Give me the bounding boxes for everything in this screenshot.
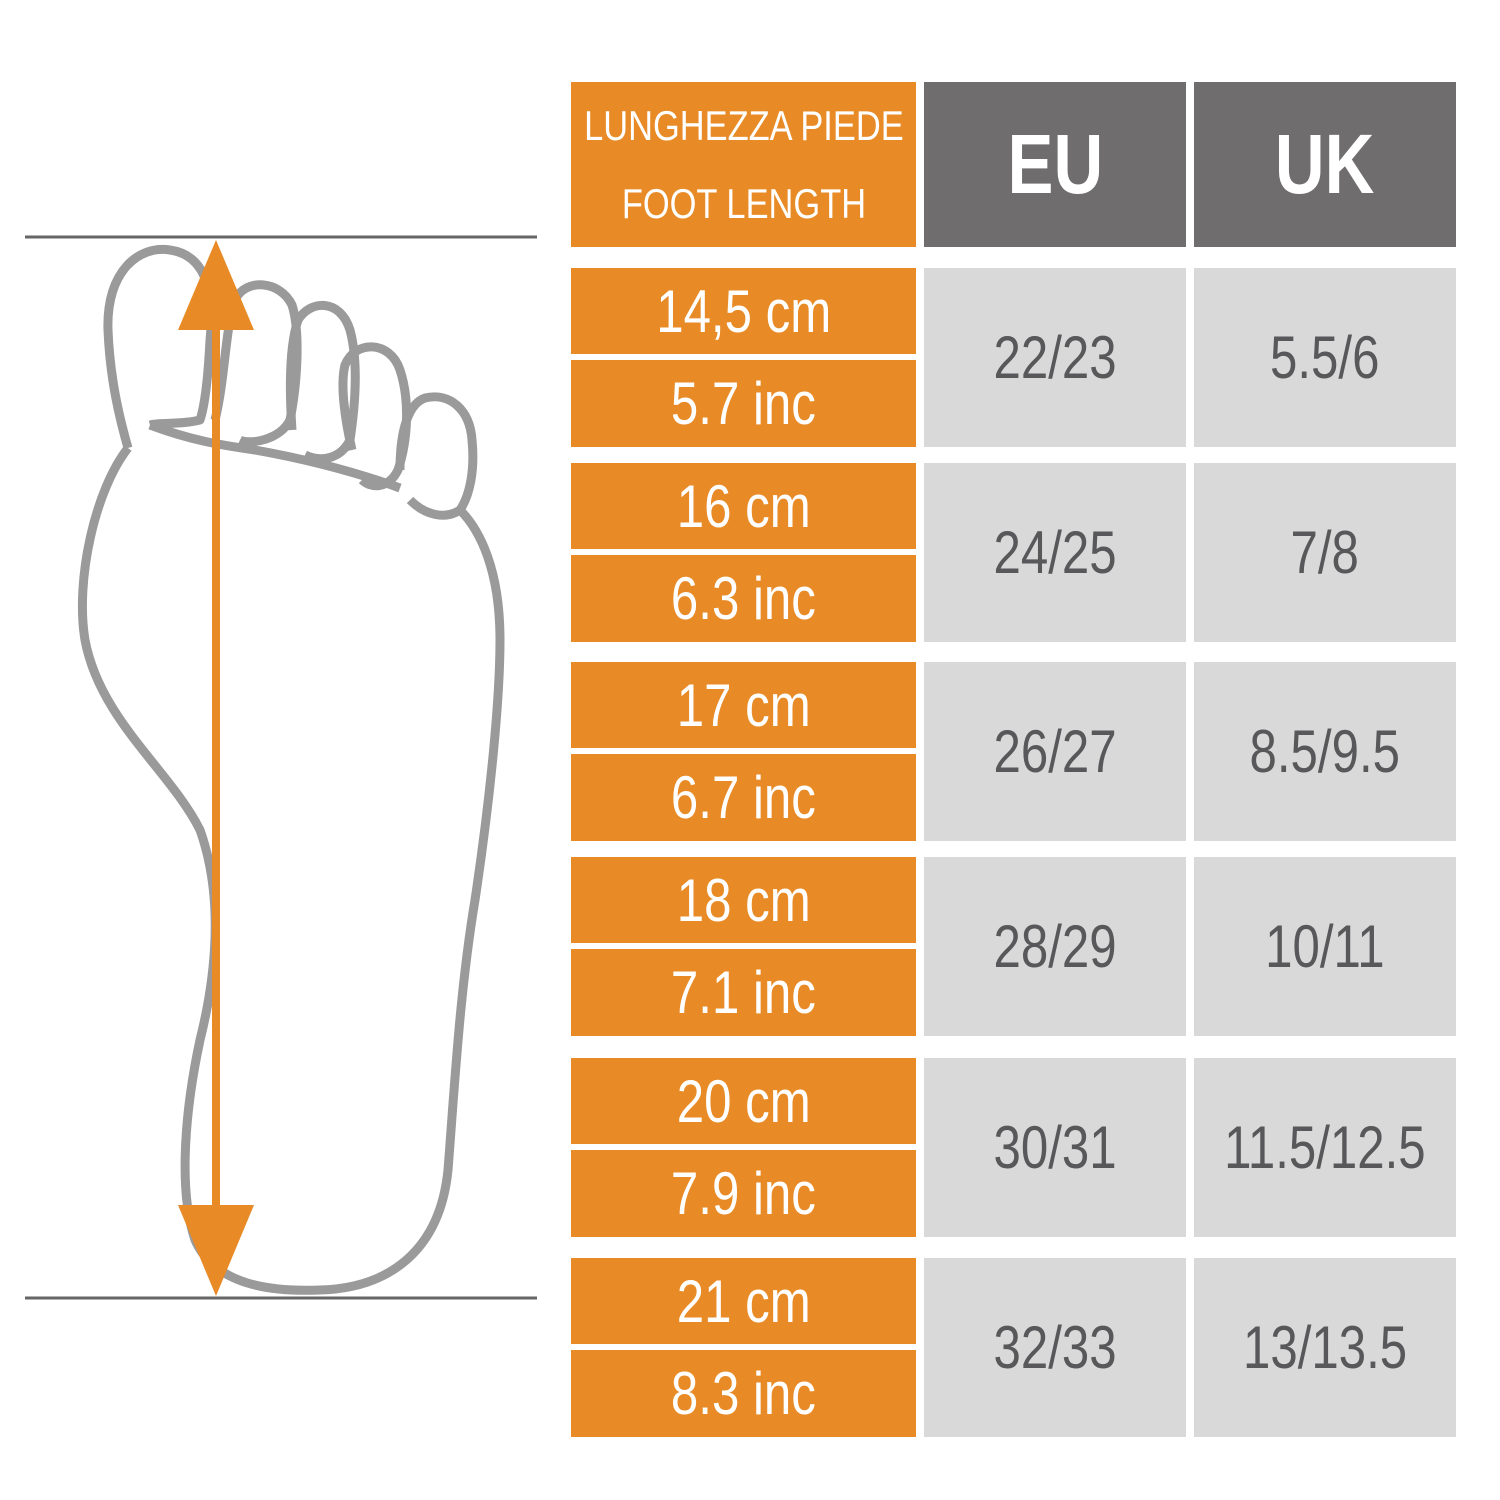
length-cm-cell: 20 cm xyxy=(571,1058,916,1144)
eu-header: EU xyxy=(924,82,1186,247)
eu-header-label: EU xyxy=(1007,117,1103,211)
uk-size-cell-text: 13/13.5 xyxy=(1242,1314,1408,1381)
eu-size-cell: 28/29 xyxy=(924,857,1186,1036)
length-cm-cell-text: 18 cm xyxy=(676,866,811,934)
length-inch-cell: 6.3 inc xyxy=(571,555,916,642)
double-arrow-icon xyxy=(178,240,254,1296)
eu-size-cell: 24/25 xyxy=(924,463,1186,642)
length-inch-cell-text: 6.3 inc xyxy=(671,565,816,632)
uk-size-cell-text: 5.5/6 xyxy=(1270,324,1380,391)
foot-length-header: LUNGHEZZA PIEDE FOOT LENGTH xyxy=(571,82,916,247)
eu-size-cell: 26/27 xyxy=(924,662,1186,841)
eu-size-cell-text: 24/25 xyxy=(993,519,1117,586)
length-inch-cell-text: 5.7 inc xyxy=(671,370,816,437)
uk-size-cell: 11.5/12.5 xyxy=(1194,1058,1456,1237)
length-cm-cell-text: 20 cm xyxy=(676,1067,811,1135)
length-cm-cell: 17 cm xyxy=(571,662,916,748)
foot-length-label-en: FOOT LENGTH xyxy=(621,179,866,227)
uk-header: UK xyxy=(1194,82,1456,247)
uk-size-cell: 10/11 xyxy=(1194,857,1456,1036)
uk-header-label: UK xyxy=(1275,117,1375,211)
length-cm-cell: 18 cm xyxy=(571,857,916,943)
foot-illustration xyxy=(25,235,537,1300)
length-cm-cell-text: 21 cm xyxy=(676,1267,811,1335)
length-cm-cell: 16 cm xyxy=(571,463,916,549)
eu-size-cell-text: 30/31 xyxy=(993,1114,1117,1181)
length-cm-cell-text: 16 cm xyxy=(676,472,811,540)
uk-size-cell: 8.5/9.5 xyxy=(1194,662,1456,841)
length-inch-cell-text: 7.9 inc xyxy=(671,1160,816,1227)
length-cm-cell-text: 14,5 cm xyxy=(655,277,832,345)
uk-size-cell: 7/8 xyxy=(1194,463,1456,642)
eu-size-cell: 30/31 xyxy=(924,1058,1186,1237)
foot-length-label-it: LUNGHEZZA PIEDE xyxy=(583,101,904,149)
uk-size-cell-text: 8.5/9.5 xyxy=(1249,718,1401,785)
eu-size-cell-text: 28/29 xyxy=(993,913,1117,980)
length-cm-cell: 14,5 cm xyxy=(571,268,916,354)
length-inch-cell: 7.9 inc xyxy=(571,1150,916,1237)
length-inch-cell-text: 6.7 inc xyxy=(671,764,816,831)
uk-size-cell: 13/13.5 xyxy=(1194,1258,1456,1437)
eu-size-cell: 32/33 xyxy=(924,1258,1186,1437)
foot-outline-icon xyxy=(77,244,505,1295)
length-inch-cell: 7.1 inc xyxy=(571,949,916,1036)
uk-size-cell-text: 10/11 xyxy=(1265,913,1385,980)
uk-size-cell-text: 7/8 xyxy=(1290,519,1360,586)
length-cm-cell: 21 cm xyxy=(571,1258,916,1344)
length-inch-cell-text: 8.3 inc xyxy=(671,1360,816,1427)
length-cm-cell-text: 17 cm xyxy=(676,671,811,739)
eu-size-cell-text: 32/33 xyxy=(993,1314,1117,1381)
eu-size-cell-text: 22/23 xyxy=(993,324,1117,391)
eu-size-cell: 22/23 xyxy=(924,268,1186,447)
eu-size-cell-text: 26/27 xyxy=(993,718,1117,785)
length-inch-cell-text: 7.1 inc xyxy=(671,959,816,1026)
length-inch-cell: 8.3 inc xyxy=(571,1350,916,1437)
uk-size-cell-text: 11.5/12.5 xyxy=(1224,1114,1426,1181)
length-inch-cell: 5.7 inc xyxy=(571,360,916,447)
length-inch-cell: 6.7 inc xyxy=(571,754,916,841)
uk-size-cell: 5.5/6 xyxy=(1194,268,1456,447)
